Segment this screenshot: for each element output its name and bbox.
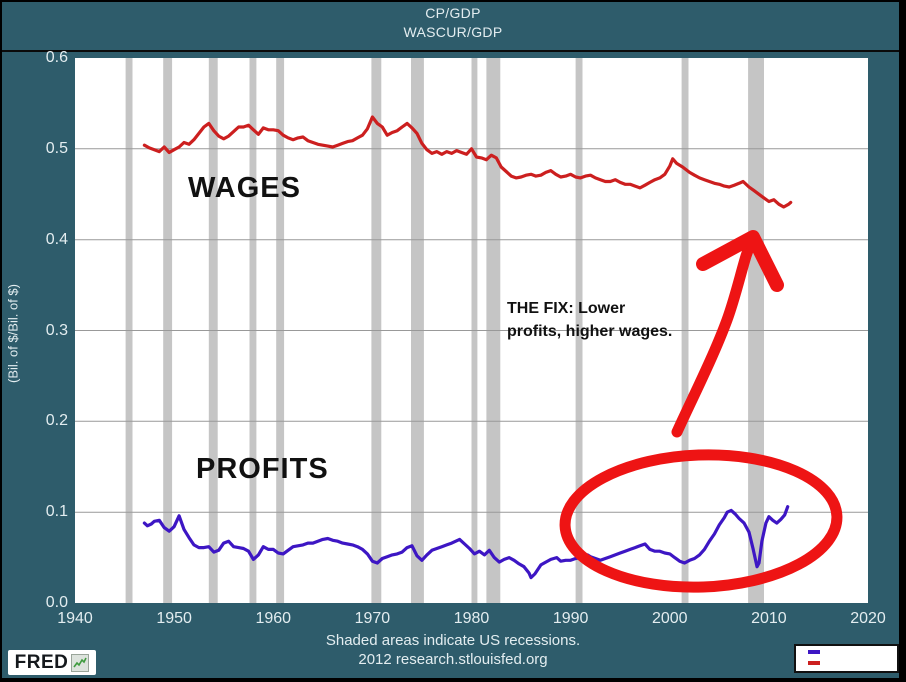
y-tick-label: 0.1 [45,503,68,521]
fix-arrow-head [696,230,784,292]
y-tick-label: 0.6 [45,49,68,66]
y-tick-label: 0.2 [45,412,68,430]
fix-annotation-line2: profits, higher wages. [507,323,673,340]
profits-series-label: PROFITS [196,453,329,485]
legend-line-sample [808,650,820,654]
border-right [899,0,906,682]
y-tick-label: 0.4 [45,230,68,248]
title-separator [0,50,906,52]
series-lines [142,115,793,580]
fred-logo-text: FRED [14,651,69,673]
wages-series-label: WAGES [188,172,301,204]
hand-drawn-annotations [559,230,843,593]
fred-logo[interactable]: FRED [8,650,96,675]
legend [794,644,899,673]
x-tick-label: 1950 [156,610,192,627]
chart-canvas [75,58,868,603]
chart-title: CP/GDP WASCUR/GDP [0,4,906,42]
x-tick-label: 1980 [453,610,490,627]
border-top [0,0,906,2]
fix-annotation-line1: THE FIX: Lower [507,300,626,317]
legend-line-sample [808,661,820,665]
source-note: 2012 research.stlouisfed.org [358,651,548,668]
y-tick-label: 0.3 [45,321,68,339]
chart-title-line1: CP/GDP [425,5,481,21]
y-tick-label: 0.0 [45,594,68,611]
y-tick-label: 0.5 [45,139,68,157]
sparkline-icon [71,653,90,672]
x-tick-label: 2020 [850,610,886,627]
chart-title-line2: WASCUR/GDP [403,24,503,40]
recession-note: Shaded areas indicate US recessions. [325,632,581,649]
x-tick-label: 1960 [255,610,292,627]
x-tick-label: 1990 [552,610,589,627]
fix-arrow-shaft [671,233,758,438]
profits-circle-annotation [559,449,843,593]
fix-annotation-text: THE FIX: Lower profits, higher wages. [507,297,672,343]
x-tick-label: 1970 [354,610,391,627]
plot-area [75,58,868,603]
x-tick-label: 2000 [651,610,688,627]
border-bottom [0,678,906,682]
border-left [0,0,2,682]
x-tick-label: 1940 [57,610,93,627]
x-tick-label: 2010 [751,610,787,627]
